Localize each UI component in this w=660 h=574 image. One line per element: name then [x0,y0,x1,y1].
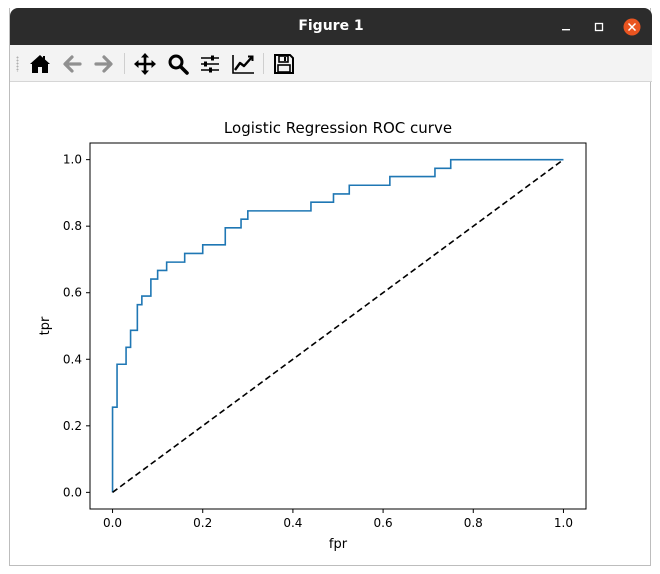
x-tick-label: 0.2 [193,516,212,530]
pan-icon [134,53,156,75]
y-tick-label: 0.2 [63,419,82,433]
x-tick-label: 0.0 [103,516,122,530]
y-tick-label: 0.6 [63,286,82,300]
home-icon [30,55,50,73]
y-tick-label: 1.0 [63,153,82,167]
roc-curve-line [111,158,564,493]
maximize-icon [594,22,604,31]
navigation-toolbar [10,45,652,82]
forward-arrow-icon [94,55,113,73]
minimize-button[interactable] [552,8,580,45]
x-tick-label: 0.8 [464,516,483,530]
pan-button[interactable] [131,50,159,78]
y-axis-label: tpr [38,316,53,335]
save-button[interactable] [270,50,298,78]
figure-canvas[interactable]: 0.0 0.2 0.4 0.6 0.8 1.0 0.0 0.2 0.4 0.6 0.8 1.0 Logi… [10,82,650,565]
configure-subplots-icon [201,55,219,73]
edit-axis-button[interactable] [229,50,257,78]
edit-axis-icon [232,55,254,74]
minimize-icon [562,28,570,30]
title-bar[interactable]: Figure 1 [10,8,652,45]
x-axis-label: fpr [329,537,348,552]
chart-title: Logistic Regression ROC curve [224,119,452,137]
forward-button[interactable] [90,50,118,78]
plot-frame [89,142,587,510]
toolbar-grip[interactable] [16,56,19,72]
home-button[interactable] [26,50,54,78]
x-tick-label: 0.6 [374,516,393,530]
x-tick-label: 1.0 [554,516,573,530]
close-icon [623,18,641,35]
zoom-icon [168,54,189,75]
maximize-button[interactable] [585,8,613,45]
y-tick-label: 0.0 [63,485,82,499]
zoom-button[interactable] [164,50,192,78]
close-button[interactable] [618,8,646,45]
back-arrow-icon [63,55,82,73]
figure-window: Figure 1 [9,8,652,566]
x-tick-label: 0.4 [283,516,302,530]
diagonal-reference-line [112,158,564,494]
toolbar-separator [124,53,125,74]
window-title: Figure 1 [298,18,364,34]
back-button[interactable] [58,50,86,78]
save-icon [274,54,294,74]
y-tick-label: 0.4 [63,352,82,366]
roc-chart: 0.0 0.2 0.4 0.6 0.8 1.0 0.0 0.2 0.4 0.6 0.8 1.0 Logi… [38,119,587,552]
configure-subplots-button[interactable] [196,50,224,78]
toolbar-separator [263,53,264,74]
y-tick-label: 0.8 [63,219,82,233]
